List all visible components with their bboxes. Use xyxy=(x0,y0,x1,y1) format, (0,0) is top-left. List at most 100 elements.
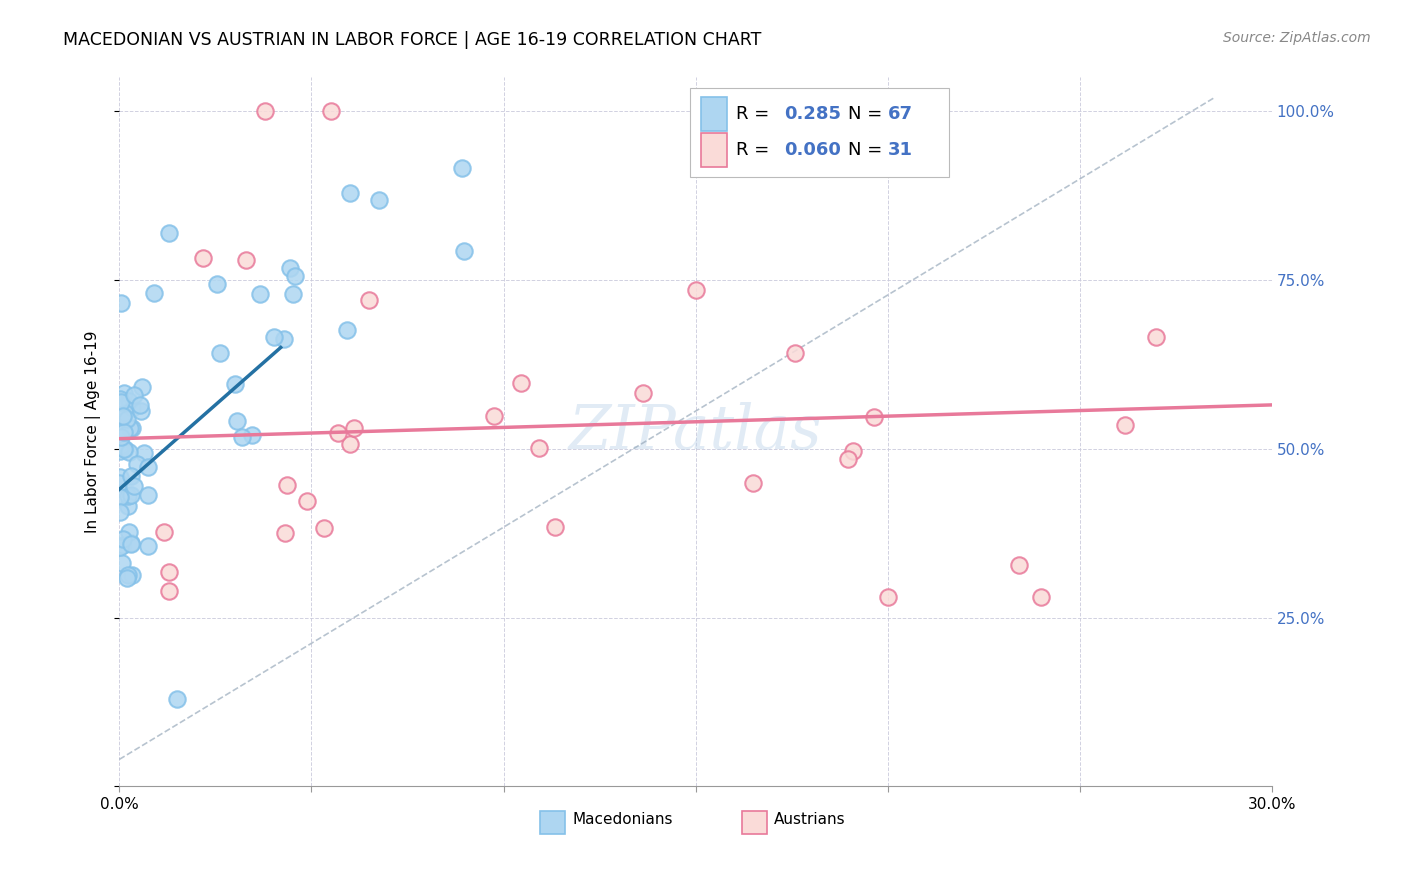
Point xyxy=(117,489,139,503)
Text: Source: ZipAtlas.com: Source: ZipAtlas.com xyxy=(1223,31,1371,45)
Point xyxy=(263,330,285,344)
Point xyxy=(231,429,253,443)
Point xyxy=(224,376,246,391)
Text: 67: 67 xyxy=(889,104,912,122)
Text: R =: R = xyxy=(735,142,775,160)
Text: R =: R = xyxy=(735,104,775,122)
Point xyxy=(120,537,142,551)
Point xyxy=(110,430,132,444)
FancyBboxPatch shape xyxy=(702,134,727,168)
Point xyxy=(166,691,188,706)
Point xyxy=(115,571,138,585)
Point xyxy=(482,409,505,423)
Point xyxy=(273,332,295,346)
Point xyxy=(319,104,342,119)
Point xyxy=(837,451,859,466)
Point xyxy=(274,525,297,540)
Text: Macedonians: Macedonians xyxy=(572,813,673,827)
Point xyxy=(1031,591,1053,605)
Point xyxy=(110,439,132,453)
Point xyxy=(125,458,148,472)
Point xyxy=(136,459,159,474)
Point xyxy=(510,376,533,390)
Point xyxy=(336,323,359,337)
Point xyxy=(191,252,214,266)
Point xyxy=(249,286,271,301)
Point xyxy=(108,490,131,504)
Text: MACEDONIAN VS AUSTRIAN IN LABOR FORCE | AGE 16-19 CORRELATION CHART: MACEDONIAN VS AUSTRIAN IN LABOR FORCE | … xyxy=(63,31,762,49)
Point xyxy=(153,524,176,539)
Point xyxy=(118,445,141,459)
Text: N =: N = xyxy=(848,104,887,122)
Text: 31: 31 xyxy=(889,142,912,160)
Point xyxy=(129,404,152,418)
Point xyxy=(120,536,142,550)
Point xyxy=(225,414,247,428)
Point xyxy=(114,442,136,457)
Point xyxy=(117,524,139,539)
Point xyxy=(157,226,180,240)
Point xyxy=(1007,558,1029,573)
Point xyxy=(240,428,263,442)
Text: Austrians: Austrians xyxy=(773,813,845,827)
Point xyxy=(527,442,550,456)
Point xyxy=(131,380,153,394)
Point xyxy=(1144,329,1167,343)
Point xyxy=(120,469,142,483)
Point xyxy=(339,186,361,201)
FancyBboxPatch shape xyxy=(742,811,768,834)
Point xyxy=(136,488,159,502)
Point xyxy=(326,425,349,440)
Y-axis label: In Labor Force | Age 16-19: In Labor Force | Age 16-19 xyxy=(86,331,101,533)
Text: 0.285: 0.285 xyxy=(785,104,841,122)
Point xyxy=(108,541,131,555)
Point xyxy=(368,193,391,207)
Point xyxy=(209,346,232,360)
Point xyxy=(343,421,366,435)
Point xyxy=(110,392,132,406)
Point xyxy=(108,505,131,519)
Point xyxy=(785,345,807,359)
Point xyxy=(283,286,305,301)
Point xyxy=(685,283,707,297)
FancyBboxPatch shape xyxy=(540,811,565,834)
FancyBboxPatch shape xyxy=(690,88,949,177)
Point xyxy=(112,442,135,457)
Point xyxy=(357,293,380,308)
Point xyxy=(118,393,141,408)
Point xyxy=(110,395,132,409)
Point xyxy=(314,521,336,535)
Point xyxy=(207,277,229,292)
Point xyxy=(111,532,134,546)
Point xyxy=(138,539,160,553)
Point xyxy=(297,493,319,508)
Point xyxy=(114,406,136,420)
Point xyxy=(284,268,307,283)
Point xyxy=(121,401,143,415)
Point xyxy=(121,421,143,435)
Point xyxy=(842,443,865,458)
Point xyxy=(1114,418,1136,433)
Point xyxy=(254,104,277,119)
Point xyxy=(112,425,135,440)
Point xyxy=(115,412,138,426)
Point xyxy=(117,499,139,513)
Point xyxy=(112,385,135,400)
Point xyxy=(108,475,131,490)
Point xyxy=(128,399,150,413)
Point xyxy=(124,387,146,401)
Point xyxy=(108,469,131,483)
Point xyxy=(339,437,361,451)
Point xyxy=(120,488,142,502)
FancyBboxPatch shape xyxy=(702,96,727,130)
Point xyxy=(157,566,180,580)
Point xyxy=(142,286,165,301)
Point xyxy=(235,252,257,267)
Point xyxy=(451,161,474,175)
Point xyxy=(741,476,763,491)
Point xyxy=(108,425,131,439)
Point xyxy=(122,479,145,493)
Point xyxy=(111,556,134,570)
Point xyxy=(132,445,155,459)
Point xyxy=(453,244,475,259)
